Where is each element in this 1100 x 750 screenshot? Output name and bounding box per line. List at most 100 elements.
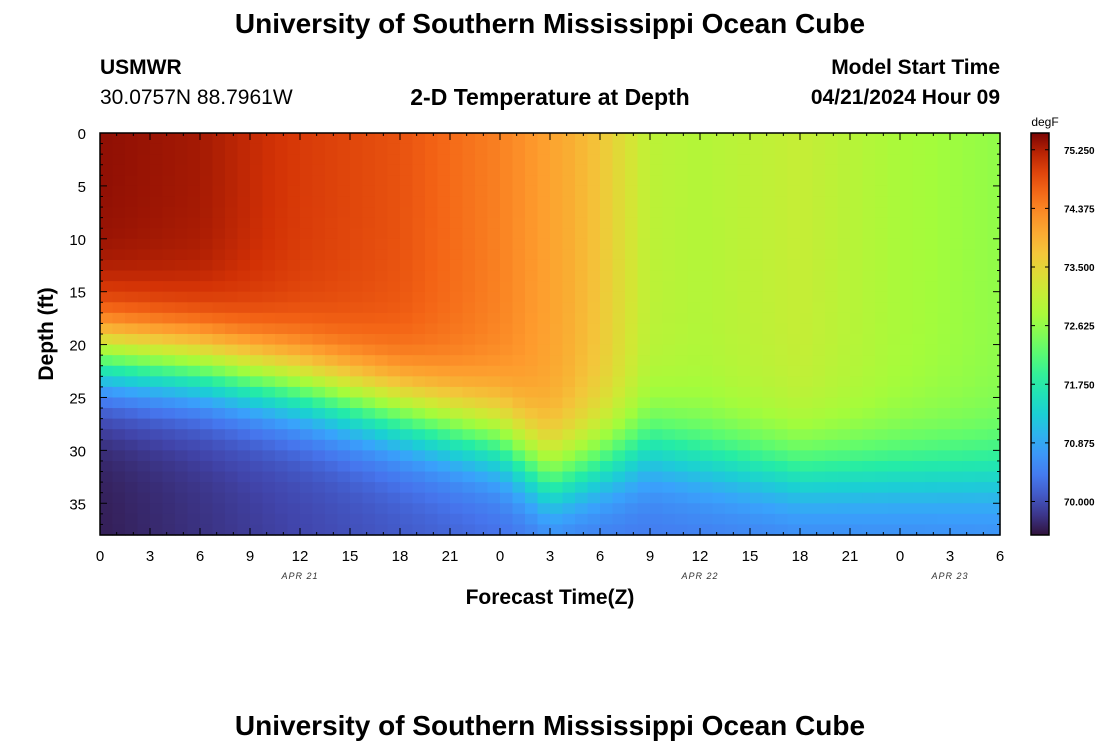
heatmap-cell xyxy=(475,164,489,176)
heatmap-cell xyxy=(487,460,501,473)
heatmap-cell xyxy=(750,397,764,409)
heatmap-cell xyxy=(325,376,339,388)
heatmap-cell xyxy=(950,312,964,325)
heatmap-cell xyxy=(650,471,664,483)
heatmap-cell xyxy=(162,439,176,451)
heatmap-cell xyxy=(650,513,664,526)
heatmap-cell xyxy=(637,460,651,473)
heatmap-cell xyxy=(362,471,376,483)
heatmap-cell xyxy=(912,482,926,494)
heatmap-cell xyxy=(725,365,739,377)
heatmap-cell xyxy=(262,460,276,473)
heatmap-cell xyxy=(400,418,414,430)
heatmap-cell xyxy=(112,164,126,176)
heatmap-cell xyxy=(800,302,814,314)
heatmap-cell xyxy=(575,249,589,261)
heatmap-cell xyxy=(437,492,451,504)
heatmap-cell xyxy=(675,482,689,494)
heatmap-cell xyxy=(600,471,614,483)
heatmap-cell xyxy=(162,334,176,346)
heatmap-cell xyxy=(650,133,664,145)
heatmap-cell xyxy=(750,281,764,293)
heatmap-cell xyxy=(225,450,239,462)
heatmap-cell xyxy=(600,164,614,176)
heatmap-cell xyxy=(375,207,389,219)
heatmap-cell xyxy=(787,164,801,176)
heatmap-cell xyxy=(175,471,189,483)
heatmap-cell xyxy=(100,429,114,441)
heatmap-cell xyxy=(575,164,589,176)
heatmap-cell xyxy=(587,228,601,240)
heatmap-cell xyxy=(337,482,351,494)
heatmap-cell xyxy=(962,386,976,399)
heatmap-cell xyxy=(662,355,676,367)
heatmap-cell xyxy=(912,355,926,367)
heatmap-cell xyxy=(825,228,839,240)
heatmap-cell xyxy=(975,344,989,356)
heatmap-cell xyxy=(337,460,351,473)
heatmap-cell xyxy=(225,429,239,441)
heatmap-cell xyxy=(237,228,251,240)
heatmap-cell xyxy=(875,133,889,145)
heatmap-cell xyxy=(500,429,514,441)
heatmap-cell xyxy=(650,450,664,462)
heatmap-cell xyxy=(312,439,326,451)
heatmap-cell xyxy=(962,408,976,420)
heatmap-cell xyxy=(387,355,401,367)
heatmap-cell xyxy=(962,228,976,240)
heatmap-cell xyxy=(737,249,751,261)
colorbar xyxy=(1030,132,1050,536)
date-label: APR 21 xyxy=(280,571,318,581)
heatmap-cell xyxy=(500,185,514,198)
heatmap-cell xyxy=(562,291,576,303)
heatmap-cell xyxy=(987,334,1001,346)
heatmap-cell xyxy=(612,312,626,325)
heatmap-cell xyxy=(587,133,601,145)
heatmap-cell xyxy=(912,312,926,325)
heatmap-cell xyxy=(125,439,139,451)
heatmap-cell xyxy=(737,196,751,208)
heatmap-cell xyxy=(437,418,451,430)
heatmap-cell xyxy=(387,196,401,208)
heatmap-cell xyxy=(287,492,301,504)
heatmap-cell xyxy=(650,270,664,282)
heatmap-cell xyxy=(412,450,426,462)
heatmap-cell xyxy=(250,164,264,176)
heatmap-cell xyxy=(825,196,839,208)
heatmap-cell xyxy=(700,281,714,293)
heatmap-cell xyxy=(962,238,976,250)
heatmap-cell xyxy=(737,418,751,430)
heatmap-cell xyxy=(712,408,726,420)
heatmap-cell xyxy=(862,238,876,250)
heatmap-cell xyxy=(425,460,439,473)
heatmap-cell xyxy=(512,439,526,451)
heatmap-cell xyxy=(800,513,814,526)
heatmap-cell xyxy=(937,323,951,335)
station-coords: 30.0757N 88.7961W xyxy=(100,86,293,109)
heatmap-cell xyxy=(887,249,901,261)
heatmap-cell xyxy=(562,365,576,377)
heatmap-cell xyxy=(575,228,589,240)
heatmap-cell xyxy=(300,408,314,420)
heatmap-cell xyxy=(875,207,889,219)
heatmap-cell xyxy=(400,143,414,155)
heatmap-cell xyxy=(125,133,139,145)
heatmap-cell xyxy=(925,524,939,536)
heatmap-cell xyxy=(437,376,451,388)
heatmap-cell xyxy=(212,270,226,282)
heatmap-cell xyxy=(162,460,176,473)
heatmap-cell xyxy=(787,217,801,229)
heatmap-cell xyxy=(975,365,989,377)
heatmap-cell xyxy=(287,302,301,314)
heatmap-cell xyxy=(387,386,401,399)
heatmap-cell xyxy=(625,143,639,155)
heatmap-cell xyxy=(625,164,639,176)
heatmap-cell xyxy=(850,207,864,219)
heatmap-cell xyxy=(625,429,639,441)
heatmap-cell xyxy=(912,408,926,420)
heatmap-cell xyxy=(250,312,264,325)
heatmap-cell xyxy=(412,302,426,314)
heatmap-cell xyxy=(125,207,139,219)
heatmap-cell xyxy=(762,270,776,282)
heatmap-cell xyxy=(187,217,201,229)
